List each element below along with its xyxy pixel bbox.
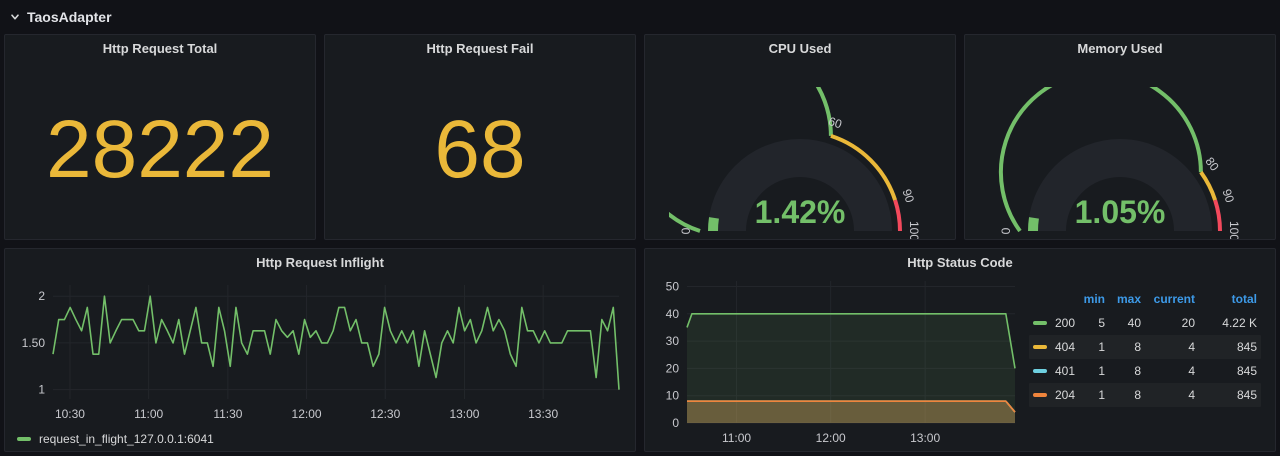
panel-cpu-used: CPU Used 1.42% 0 60 90 100 <box>644 34 956 240</box>
stat-wrap: 68 <box>325 61 635 239</box>
svg-text:0: 0 <box>679 227 693 234</box>
svg-text:13:00: 13:00 <box>449 407 479 421</box>
svg-text:13:00: 13:00 <box>910 431 940 445</box>
legend-cell: 8 <box>1134 388 1141 402</box>
svg-text:0: 0 <box>999 227 1013 234</box>
svg-text:60: 60 <box>827 114 844 132</box>
series-name: 200 <box>1054 316 1075 330</box>
stat-wrap: 28222 <box>5 61 315 239</box>
timeseries-body: 50 40 30 20 10 0 11:00 12:00 13:00 min max curre… <box>645 275 1275 451</box>
svg-text:50: 50 <box>666 279 680 293</box>
series-swatch <box>1032 369 1047 373</box>
svg-text:12:00: 12:00 <box>292 407 322 421</box>
svg-text:90: 90 <box>900 187 918 204</box>
series-swatch <box>1032 345 1047 349</box>
series-swatch <box>17 437 31 441</box>
legend-table: min max current total 200 5 40 20 4.22 K 404 1… <box>1021 275 1267 449</box>
legend-row-401[interactable]: 401 1 8 4 845 <box>1029 359 1261 383</box>
panel-title[interactable]: Http Request Fail <box>426 40 534 56</box>
row-title[interactable]: TaosAdapter <box>27 9 112 25</box>
legend-cell: 8 <box>1134 364 1141 378</box>
svg-text:100: 100 <box>1227 221 1241 239</box>
legend-cell: 845 <box>1236 364 1257 378</box>
legend-cell: 845 <box>1236 388 1257 402</box>
series-name: 404 <box>1054 340 1075 354</box>
svg-text:11:00: 11:00 <box>134 407 163 421</box>
panel-title[interactable]: Memory Used <box>1077 40 1163 56</box>
legend-cell: 1 <box>1098 388 1105 402</box>
panel-http-status-code: Http Status Code 50 40 30 20 10 0 11:00 12:00 13… <box>644 248 1276 452</box>
panel-memory-used: Memory Used 1.05% 0 80 90 100 <box>964 34 1276 240</box>
series-swatch <box>1032 393 1047 397</box>
legend-cell: 4 <box>1188 364 1195 378</box>
svg-text:100: 100 <box>907 221 921 239</box>
svg-text:40: 40 <box>666 307 680 321</box>
stat-value-total: 28222 <box>45 104 275 195</box>
timeseries-body: 2 1.50 1 10:30 11:00 11:30 12:00 12:30 13:00 13:3… <box>5 275 635 427</box>
svg-text:0: 0 <box>672 416 679 430</box>
inflight-chart-canvas[interactable]: 2 1.50 1 10:30 11:00 11:30 12:00 12:30 13:00 13:3… <box>13 275 627 425</box>
cpu-gauge: 1.42% 0 60 90 100 <box>645 61 955 239</box>
svg-text:11:30: 11:30 <box>213 407 242 421</box>
memory-gauge: 1.05% 0 80 90 100 <box>965 61 1275 239</box>
legend-cell: 5 <box>1098 316 1105 330</box>
stat-value-fail: 68 <box>434 104 526 195</box>
series-name: 204 <box>1054 388 1075 402</box>
legend-cell: 4 <box>1188 388 1195 402</box>
svg-text:1.50: 1.50 <box>22 336 46 350</box>
legend-item-inflight[interactable]: request_in_flight_127.0.0.1:6041 <box>5 427 635 451</box>
legend-row-200[interactable]: 200 5 40 20 4.22 K <box>1029 311 1261 335</box>
legend-cell: 845 <box>1236 340 1257 354</box>
legend-cell: 1 <box>1098 364 1105 378</box>
chevron-down-icon[interactable] <box>10 12 20 22</box>
legend-label: request_in_flight_127.0.0.1:6041 <box>39 432 214 446</box>
svg-text:20: 20 <box>666 361 680 375</box>
svg-text:10: 10 <box>666 389 680 403</box>
legend-row-404[interactable]: 404 1 8 4 845 <box>1029 335 1261 359</box>
svg-text:30: 30 <box>666 334 680 348</box>
svg-text:80: 80 <box>1202 155 1221 174</box>
legend-cell: 1 <box>1098 340 1105 354</box>
panel-title[interactable]: Http Request Inflight <box>256 254 384 270</box>
panel-title[interactable]: CPU Used <box>768 40 832 56</box>
svg-text:12:00: 12:00 <box>816 431 846 445</box>
legend-row-204[interactable]: 204 1 8 4 845 <box>1029 383 1261 407</box>
legend-table-rows: 200 5 40 20 4.22 K 404 1 8 4 845 401 1 8 4 845 204 1 8 4 84… <box>1029 311 1261 407</box>
legend-cell: 4 <box>1188 340 1195 354</box>
panel-http-request-total: Http Request Total 28222 <box>4 34 316 240</box>
legend-table-header: min max current total <box>1029 287 1261 311</box>
svg-text:12:30: 12:30 <box>370 407 400 421</box>
legend-cell: 40 <box>1127 316 1141 330</box>
svg-text:1: 1 <box>38 383 45 397</box>
svg-text:13:30: 13:30 <box>528 407 558 421</box>
legend-cell: 20 <box>1181 316 1195 330</box>
svg-text:10:30: 10:30 <box>55 407 85 421</box>
legend-col-current[interactable]: current <box>1153 292 1195 306</box>
legend-col-total[interactable]: total <box>1231 292 1257 306</box>
legend-col-max[interactable]: max <box>1116 292 1141 306</box>
svg-text:90: 90 <box>1220 187 1238 204</box>
svg-text:11:00: 11:00 <box>722 431 751 445</box>
svg-text:2: 2 <box>38 289 45 303</box>
legend-cell: 8 <box>1134 340 1141 354</box>
panel-http-request-fail: Http Request Fail 68 <box>324 34 636 240</box>
legend-cell: 4.22 K <box>1222 316 1257 330</box>
status-chart-canvas[interactable]: 50 40 30 20 10 0 11:00 12:00 13:00 <box>653 275 1021 449</box>
legend-col-min[interactable]: min <box>1083 292 1105 306</box>
series-name: 401 <box>1054 364 1075 378</box>
dashboard-row-header[interactable]: TaosAdapter <box>0 0 1280 30</box>
panel-title[interactable]: Http Status Code <box>907 254 1013 270</box>
panel-title[interactable]: Http Request Total <box>102 40 218 56</box>
panel-http-request-inflight: Http Request Inflight 2 1.50 1 10:30 11:00 11… <box>4 248 636 452</box>
series-swatch <box>1032 321 1047 325</box>
